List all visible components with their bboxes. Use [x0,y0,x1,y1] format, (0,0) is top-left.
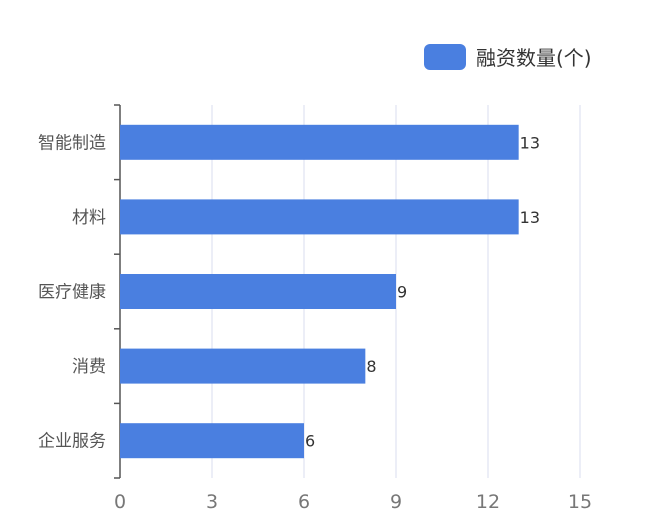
bar [120,348,366,384]
x-tick-label: 15 [568,491,592,513]
x-tick-label: 3 [206,491,218,513]
bar [120,423,304,459]
legend-swatch [424,43,466,70]
category-label: 消费 [72,357,106,377]
category-label: 智能制造 [38,133,106,153]
bar [120,274,396,309]
legend-label: 融资数量(个) [476,46,592,70]
category-label: 医疗健康 [38,283,106,303]
x-tick-label: 12 [476,491,500,513]
data-label: 13 [520,208,540,227]
data-label: 9 [397,283,407,302]
x-tick-label: 0 [114,491,126,513]
data-label: 8 [366,357,376,376]
category-label: 企业服务 [38,432,106,452]
x-tick-label: 6 [298,491,310,513]
data-label: 13 [520,133,540,152]
bar [120,199,519,235]
bar [120,124,519,160]
x-tick-label: 9 [390,491,402,513]
legend: 融资数量(个) [424,42,592,71]
category-label: 材料 [72,208,106,228]
data-label: 6 [305,432,315,451]
